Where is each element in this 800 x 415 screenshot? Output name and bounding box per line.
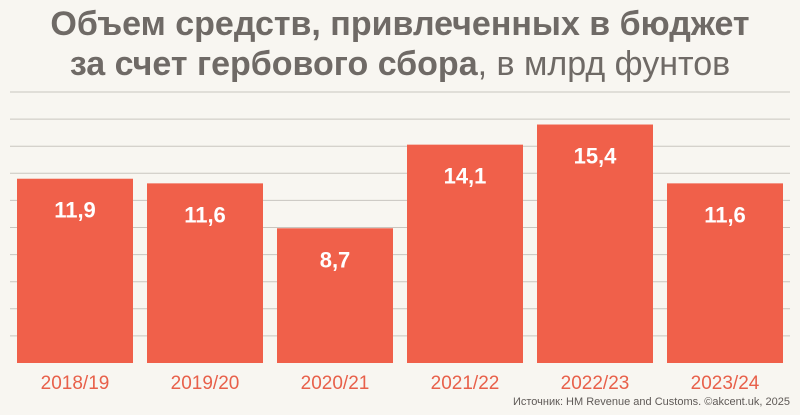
chart-title-line2: за счет гербового сбора, в млрд фунтов: [0, 44, 800, 84]
x-tick-label: 2022/23: [561, 373, 630, 394]
bar-value-label: 11,6: [184, 202, 226, 227]
chart-title: Объем средств, привлеченных в бюджет за …: [0, 4, 800, 84]
bar-value-label: 11,9: [54, 198, 96, 223]
x-tick-label: 2020/21: [301, 373, 370, 394]
chart-title-line1: Объем средств, привлеченных в бюджет: [50, 5, 750, 43]
x-tick-label: 2018/19: [41, 373, 110, 394]
bar-value-label: 11,6: [704, 202, 746, 227]
bar-value-label: 8,7: [320, 247, 351, 272]
bar-2023/24: [667, 183, 783, 363]
chart-title-line2-bold: за счет гербового сбора: [69, 45, 478, 83]
bar-2021/22: [407, 144, 523, 363]
x-tick-label: 2021/22: [431, 373, 500, 394]
source-note: Источник: HM Revenue and Customs. ©akcen…: [512, 396, 790, 408]
x-tick-label: 2019/20: [171, 373, 240, 394]
bar-value-label: 14,1: [444, 164, 487, 189]
x-tick-label: 2023/24: [691, 373, 760, 394]
bar-2019/20: [147, 183, 263, 363]
bar-2020/21: [277, 228, 393, 363]
bar-2022/23: [537, 124, 653, 364]
bar-2018/19: [17, 178, 133, 363]
chart-title-line2-rest: , в млрд фунтов: [477, 45, 731, 83]
bar-value-label: 15,4: [574, 144, 618, 169]
